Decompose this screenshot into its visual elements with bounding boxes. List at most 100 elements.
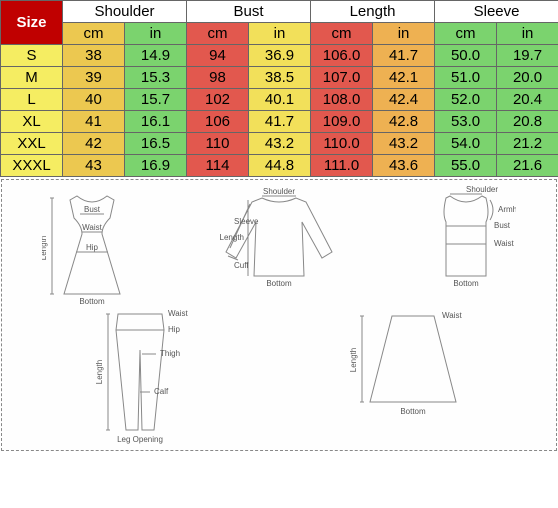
label-waist: Waist: [442, 311, 462, 320]
label-bottom: Bottom: [453, 279, 479, 288]
value-cell: 20.8: [497, 111, 558, 133]
size-cell: XXL: [1, 133, 63, 155]
label-waist: Waist: [168, 309, 188, 318]
value-cell: 114: [187, 155, 249, 177]
label-hip: Hip: [86, 243, 99, 252]
size-cell: M: [1, 67, 63, 89]
value-cell: 43.2: [373, 133, 435, 155]
label-thigh: Thigh: [160, 349, 180, 358]
label-shoulder: Shoulder: [263, 187, 295, 196]
value-cell: 14.9: [125, 45, 187, 67]
value-cell: 98: [187, 67, 249, 89]
table-row: S3814.99436.9106.041.750.019.7: [1, 45, 558, 67]
value-cell: 41: [63, 111, 125, 133]
value-cell: 42.4: [373, 89, 435, 111]
value-cell: 106.0: [311, 45, 373, 67]
label-calf: Calf: [154, 387, 169, 396]
value-cell: 109.0: [311, 111, 373, 133]
label-hip: Hip: [168, 325, 181, 334]
label-length: Length: [349, 348, 358, 372]
diagram-skirt: Waist Length Bottom: [348, 306, 478, 426]
value-cell: 53.0: [435, 111, 497, 133]
value-cell: 41.7: [249, 111, 311, 133]
value-cell: 16.9: [125, 155, 187, 177]
value-cell: 54.0: [435, 133, 497, 155]
group-sleeve: Sleeve: [435, 1, 558, 23]
label-waist: Waist: [82, 223, 102, 232]
diagram-pants: Waist Hip Thigh Calf Length Leg Opening: [80, 306, 200, 446]
value-cell: 110: [187, 133, 249, 155]
group-length: Length: [311, 1, 435, 23]
value-cell: 41.7: [373, 45, 435, 67]
value-cell: 110.0: [311, 133, 373, 155]
table-row: L4015.710240.1108.042.452.020.4: [1, 89, 558, 111]
value-cell: 16.1: [125, 111, 187, 133]
table-row: XXXL4316.911444.8111.043.655.021.6: [1, 155, 558, 177]
value-cell: 107.0: [311, 67, 373, 89]
label-length: Length: [95, 360, 104, 384]
group-bust: Bust: [187, 1, 311, 23]
value-cell: 42.1: [373, 67, 435, 89]
value-cell: 15.3: [125, 67, 187, 89]
value-cell: 38.5: [249, 67, 311, 89]
diagram-dress: Bust Waist Hip Length Bottom: [42, 186, 142, 306]
unit-header: in: [249, 23, 311, 45]
value-cell: 19.7: [497, 45, 558, 67]
value-cell: 42.8: [373, 111, 435, 133]
label-shoulder: Shoulder: [466, 186, 498, 194]
label-bottom: Bottom: [400, 407, 426, 416]
value-cell: 36.9: [249, 45, 311, 67]
table-row: XL4116.110641.7109.042.853.020.8: [1, 111, 558, 133]
value-cell: 44.8: [249, 155, 311, 177]
unit-header: in: [373, 23, 435, 45]
value-cell: 55.0: [435, 155, 497, 177]
size-cell: XXXL: [1, 155, 63, 177]
diagram-top: Shoulder Sleeve Cuff Length Bottom: [214, 186, 344, 296]
label-bust: Bust: [84, 205, 101, 214]
label-armhole: Armhole: [498, 205, 516, 214]
value-cell: 51.0: [435, 67, 497, 89]
measurement-diagrams: Bust Waist Hip Length Bottom Shoulder Sl…: [1, 179, 557, 451]
label-length: Length: [42, 236, 48, 260]
table-row: M3915.39838.5107.042.151.020.0: [1, 67, 558, 89]
value-cell: 16.5: [125, 133, 187, 155]
value-cell: 21.6: [497, 155, 558, 177]
label-cuff: Cuff: [234, 261, 249, 270]
value-cell: 111.0: [311, 155, 373, 177]
label-bust: Bust: [494, 221, 511, 230]
value-cell: 43: [63, 155, 125, 177]
size-header: Size: [1, 1, 63, 45]
unit-header: in: [125, 23, 187, 45]
unit-header: in: [497, 23, 558, 45]
table-row: XXL4216.511043.2110.043.254.021.2: [1, 133, 558, 155]
unit-header: cm: [187, 23, 249, 45]
size-cell: XL: [1, 111, 63, 133]
value-cell: 40.1: [249, 89, 311, 111]
value-cell: 106: [187, 111, 249, 133]
value-cell: 20.4: [497, 89, 558, 111]
value-cell: 15.7: [125, 89, 187, 111]
label-waist: Waist: [494, 239, 514, 248]
header-row-1: Size Shoulder Bust Length Sleeve: [1, 1, 558, 23]
value-cell: 50.0: [435, 45, 497, 67]
header-row-units: cmincmincmincmin: [1, 23, 558, 45]
value-cell: 108.0: [311, 89, 373, 111]
value-cell: 40: [63, 89, 125, 111]
label-bottom: Bottom: [266, 279, 292, 288]
unit-header: cm: [435, 23, 497, 45]
value-cell: 20.0: [497, 67, 558, 89]
label-bottom: Bottom: [79, 297, 105, 306]
size-chart: Size Shoulder Bust Length Sleeve cmincmi…: [0, 0, 558, 177]
label-sleeve: Sleeve: [234, 217, 259, 226]
value-cell: 94: [187, 45, 249, 67]
group-shoulder: Shoulder: [63, 1, 187, 23]
value-cell: 42: [63, 133, 125, 155]
value-cell: 39: [63, 67, 125, 89]
value-cell: 102: [187, 89, 249, 111]
value-cell: 52.0: [435, 89, 497, 111]
label-length: Length: [220, 233, 244, 242]
value-cell: 43.2: [249, 133, 311, 155]
diagram-sleeveless: Shoulder Armhole Bust Waist Bottom: [416, 186, 516, 296]
label-legopen: Leg Opening: [117, 435, 163, 444]
size-cell: S: [1, 45, 63, 67]
